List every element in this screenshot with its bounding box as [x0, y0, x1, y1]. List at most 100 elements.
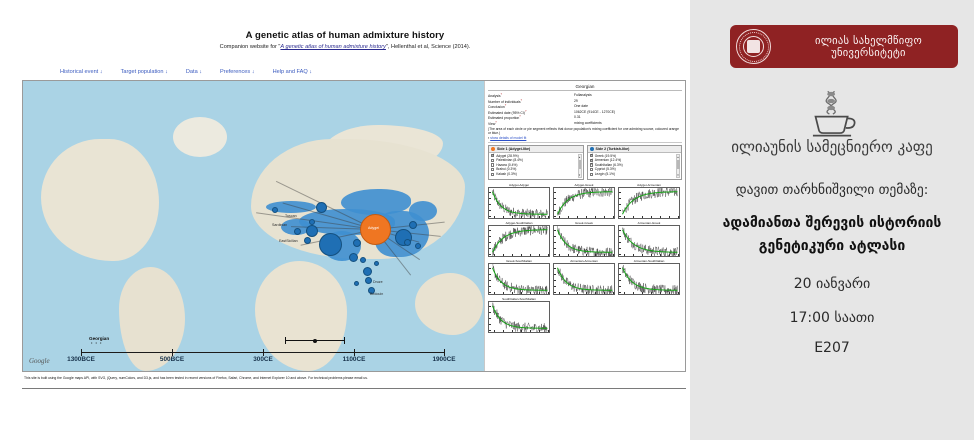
chart-plot [553, 262, 615, 295]
info-key: View [488, 121, 496, 126]
legend-item-label: Adygei (28.9%) [496, 153, 519, 158]
map-circle-moroccan[interactable] [272, 207, 278, 213]
help-icon[interactable]: ? [524, 109, 527, 113]
map-circle-tuscan[interactable] [309, 219, 315, 225]
map-circle-lezgin[interactable] [409, 221, 417, 229]
map-circle-russian[interactable] [316, 202, 327, 213]
info-row: View? mixing coefficients [488, 121, 682, 127]
checkbox-icon[interactable] [589, 162, 594, 167]
list-item[interactable]: Cypriot (5.3%) [589, 167, 680, 172]
map-circle-bedouin[interactable] [368, 287, 375, 294]
main-navigation: Historical event ↓ Target population ↓ D… [60, 69, 480, 75]
footer-divider [22, 388, 686, 389]
nav-target-population[interactable]: Target population ↓ [120, 69, 168, 75]
help-icon[interactable]: ? [504, 104, 507, 108]
map-circle-cypriot[interactable] [349, 253, 358, 262]
help-icon[interactable]: ? [519, 115, 521, 119]
checkbox-icon[interactable] [491, 163, 495, 167]
scrollbar-thumb[interactable] [578, 159, 582, 169]
checkbox-icon[interactable] [491, 158, 495, 163]
divider [488, 141, 682, 143]
map-circle-greek[interactable] [319, 233, 342, 256]
chart-plot [553, 224, 615, 257]
landmass-greenland [173, 117, 227, 157]
page-title: A genetic atlas of human admixture histo… [245, 30, 445, 41]
checkbox-icon[interactable] [491, 172, 495, 176]
university-banner: ილიას სახელმწიფო უნივერსიტეტი [730, 25, 958, 68]
info-row: Number of individuals? 29 [488, 99, 682, 105]
legend-item-label: Armenian (12.4%) [594, 158, 622, 163]
map-circle-southitalian[interactable] [306, 225, 318, 237]
legend-item-label: SouthItalian (6.3%) [594, 162, 623, 167]
coancestry-chart-grid: Adygei-Adygei Adygei-Greek Adygei-Armenian… [488, 183, 682, 333]
map-circle-iranian[interactable] [415, 243, 421, 249]
legend-item-label: Greek (19.5%) [594, 153, 617, 158]
timeline-marker-dot[interactable] [313, 338, 317, 343]
nav-help-and-faq[interactable]: Help and FAQ ↓ [272, 69, 313, 75]
chart-y-axis [554, 188, 558, 218]
map-circle-egyptian[interactable] [354, 281, 359, 286]
scroll-down-icon[interactable]: ▾ [677, 172, 679, 177]
map-circle-georgian[interactable] [404, 239, 411, 246]
map-circle-palestinian[interactable] [363, 267, 372, 276]
checkbox-icon[interactable] [491, 168, 495, 172]
chart-y-axis [619, 188, 623, 218]
chart-title: Greek-SouthItalian [506, 258, 532, 263]
chart-x-axis [619, 214, 679, 218]
chart-plot [553, 186, 615, 219]
list-item[interactable]: Adygei (28.9%) [491, 153, 581, 159]
chart-y-axis [489, 302, 493, 332]
chart-title: Adygei-Armenian [637, 182, 661, 187]
chart-plot [618, 186, 680, 219]
chart-x-axis [554, 214, 614, 218]
nav-data[interactable]: Data ↓ [185, 69, 203, 75]
map-circle-turkish[interactable] [353, 239, 361, 247]
list-item[interactable]: Lezgin (5.1%) [589, 171, 680, 177]
nav-preferences[interactable]: Preferences ↓ [220, 69, 255, 75]
help-icon[interactable]: ? [500, 93, 503, 96]
map-label-sardinian: Sardinian [272, 223, 288, 227]
highlight-region-6 [281, 219, 311, 235]
map-circle-druze[interactable] [365, 277, 372, 284]
legend-item-label: Kalash (0.3%) [496, 171, 517, 176]
list-item[interactable]: SouthItalian (6.3%) [589, 162, 680, 168]
chart-plot [488, 186, 550, 219]
chart-x-axis [489, 328, 549, 332]
list-item[interactable]: Hazara (0.4%) [491, 163, 581, 168]
map-circle-adygei[interactable] [360, 214, 391, 245]
map-circle-syrian[interactable] [360, 257, 366, 263]
help-icon[interactable]: ? [520, 98, 523, 102]
list-item[interactable]: Palestinian (8.4%) [491, 158, 581, 163]
checkbox-icon[interactable] [589, 172, 593, 176]
map-circle-eastsicilian[interactable] [304, 237, 311, 244]
chart-title: Adygei-Greek [574, 182, 594, 187]
map-circle-jordanian[interactable] [374, 261, 379, 266]
timeline-current-dots: • • • [91, 340, 103, 345]
paper-link[interactable]: A genetic atlas of human admixture histo… [280, 44, 386, 50]
legend-side-1: Side 1 (Adygei-like) Adygei (28.9%) Pale… [488, 144, 584, 180]
scrollbar-thumb[interactable] [677, 159, 680, 169]
event-room: E207 [814, 340, 850, 356]
nav-historical-event[interactable]: Historical event ↓ [60, 69, 103, 75]
chart-x-axis [554, 290, 614, 294]
help-icon[interactable]: ? [495, 120, 497, 124]
coffee-dna-icon [690, 88, 974, 140]
scroll-down-icon[interactable]: ▾ [578, 172, 581, 177]
scroll-up-icon[interactable]: ▴ [677, 154, 679, 159]
map-circle-sardinian[interactable] [294, 228, 301, 235]
legend-item-label: Lezgin (5.1%) [594, 171, 616, 176]
list-item[interactable]: Brahui (0.3%) [491, 167, 581, 172]
timeline-axis[interactable]: 1300BCE 500BCE 300CE 1100CE 1900CE [67, 349, 456, 363]
timeline-tick [354, 349, 355, 356]
scroll-up-icon[interactable]: ▴ [578, 154, 581, 159]
university-name: ილიას სახელმწიფო უნივერსიტეტი [814, 34, 923, 59]
timeline-range-marker[interactable] [285, 335, 345, 347]
world-map[interactable]: Adygei Sardinian [23, 81, 484, 371]
legend-side-2-scrollbar[interactable]: ▴ ▾ [676, 153, 680, 178]
list-item[interactable]: Kalash (0.3%) [491, 172, 581, 177]
show-details-link[interactable]: show details of model fit [490, 135, 527, 140]
legend-side-1-scrollbar[interactable]: ▴ ▾ [577, 153, 582, 178]
event-date: 20 იანვარი [793, 276, 871, 292]
checkbox-icon[interactable] [589, 168, 593, 172]
checkbox-icon[interactable] [491, 153, 495, 158]
